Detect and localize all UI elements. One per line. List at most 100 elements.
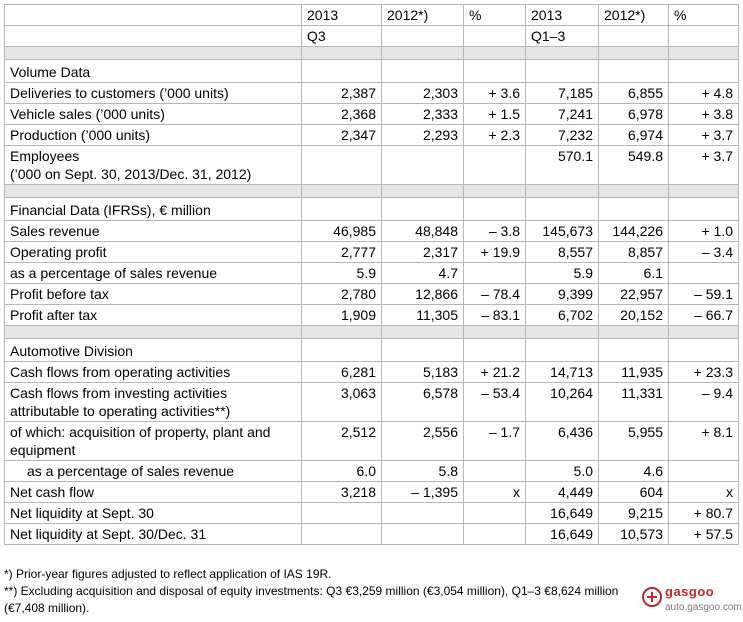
value-cell: 16,649 <box>525 523 599 545</box>
value-cell: 6,702 <box>525 304 599 326</box>
table-row: Sales revenue 46,985 48,848– 3.8 145,673 144… <box>4 220 739 242</box>
value-cell: 2,347 <box>301 124 382 146</box>
value-cell: – 83.1 <box>463 304 526 326</box>
separator-cell <box>525 184 599 198</box>
separator-row <box>4 184 739 198</box>
value-cell: 2,556 <box>381 421 464 461</box>
row-label: Sales revenue <box>4 220 302 242</box>
section-title: Automotive Division <box>4 338 302 362</box>
value-cell: 8,557 <box>525 241 599 263</box>
separator-cell <box>668 325 739 339</box>
separator-cell <box>463 46 526 60</box>
separator-row <box>4 325 739 339</box>
blank-cell <box>463 338 526 362</box>
separator-cell <box>463 184 526 198</box>
header-corner <box>4 4 302 26</box>
value-cell <box>301 502 382 524</box>
header-blank <box>381 25 464 47</box>
row-label: as a percentage of sales revenue <box>4 262 302 284</box>
value-cell: + 3.7 <box>668 124 739 146</box>
value-cell: + 19.9 <box>463 241 526 263</box>
header-row-years: 2013 2012*) % 2013 2012*) % <box>4 4 739 26</box>
row-label: Net cash flow <box>4 481 302 503</box>
value-cell: 2,303 <box>381 82 464 104</box>
blank-cell <box>301 338 382 362</box>
header-pct-q13: % <box>668 4 739 26</box>
value-cell: 5.9 <box>525 262 599 284</box>
row-label: Production (’000 units) <box>4 124 302 146</box>
blank-cell <box>525 338 599 362</box>
value-cell <box>463 262 526 284</box>
table-row: Operating profit 2,777 2,317 + 19.9 8,557 8,8… <box>4 241 739 263</box>
blank-cell <box>301 59 382 83</box>
separator-cell <box>301 325 382 339</box>
value-cell: 5.8 <box>381 460 464 482</box>
value-cell: 11,331 <box>598 382 669 422</box>
value-cell: 7,241 <box>525 103 599 125</box>
table-row: Cash flows from operating activities 6,28… <box>4 361 739 383</box>
header-corner-2 <box>4 25 302 47</box>
value-cell: 2,293 <box>381 124 464 146</box>
table-row: Net liquidity at Sept. 30 16,649 9,215 + 80… <box>4 502 739 524</box>
value-cell: 7,232 <box>525 124 599 146</box>
value-cell: 2,368 <box>301 103 382 125</box>
row-label: Cash flows from investing activities att… <box>4 382 302 422</box>
separator-cell <box>4 46 302 60</box>
row-label: Cash flows from operating activities <box>4 361 302 383</box>
value-cell: 3,063 <box>301 382 382 422</box>
table-row: Cash flows from investing activities att… <box>4 382 739 422</box>
blank-cell <box>463 59 526 83</box>
value-cell: 9,215 <box>598 502 669 524</box>
value-cell: 2,317 <box>381 241 464 263</box>
separator-cell <box>381 46 464 60</box>
value-cell: + 57.5 <box>668 523 739 545</box>
separator-cell <box>525 46 599 60</box>
value-cell: 46,985 <box>301 220 382 242</box>
separator-cell <box>4 184 302 198</box>
value-cell: 3,218 <box>301 481 382 503</box>
value-cell: 16,649 <box>525 502 599 524</box>
value-cell: 22,957 <box>598 283 669 305</box>
value-cell: 6,281 <box>301 361 382 383</box>
value-cell: 570.1 <box>525 145 599 185</box>
footnote-2: **) Excluding acquisition and disposal o… <box>4 584 619 615</box>
value-cell: 6,436 <box>525 421 599 461</box>
value-cell <box>668 460 739 482</box>
header-period-q3: Q3 <box>301 25 382 47</box>
value-cell: 604 <box>598 481 669 503</box>
separator-cell <box>668 184 739 198</box>
row-label: of which: acquisition of property, plant… <box>4 421 302 461</box>
table-row: as a percentage of sales revenue 6.0 5.8 5.… <box>4 460 739 482</box>
blank-cell <box>668 338 739 362</box>
value-cell: + 80.7 <box>668 502 739 524</box>
value-cell: 11,935 <box>598 361 669 383</box>
value-cell: 6.1 <box>598 262 669 284</box>
value-cell: + 23.3 <box>668 361 739 383</box>
row-label: Operating profit <box>4 241 302 263</box>
watermark-url: auto.gasgoo.com <box>665 602 742 613</box>
gasgoo-watermark: gasgoo auto.gasgoo.com <box>639 580 742 618</box>
blank-cell <box>598 59 669 83</box>
separator-row <box>4 46 739 60</box>
table-row: Employees (’000 on Sept. 30, 2013/Dec. 3… <box>4 145 739 185</box>
section-title-row: Automotive Division <box>4 338 739 362</box>
automotive-section: Automotive Division Cash flows from opera… <box>4 338 739 545</box>
value-cell: 4.6 <box>598 460 669 482</box>
value-cell: 5,183 <box>381 361 464 383</box>
blank-cell <box>598 197 669 221</box>
key-figures-table: 2013 2012*) % 2013 2012*) % Q3 Q1–3 Volu… <box>4 4 739 545</box>
value-cell: + 21.2 <box>463 361 526 383</box>
value-cell: 549.8 <box>598 145 669 185</box>
value-cell: + 3.6 <box>463 82 526 104</box>
footnote-1: *) Prior-year figures adjusted to reflec… <box>4 567 332 581</box>
value-cell: 144,226 <box>598 220 669 242</box>
header-period-q13: Q1–3 <box>525 25 599 47</box>
row-label: Profit before tax <box>4 283 302 305</box>
row-label: Vehicle sales (’000 units) <box>4 103 302 125</box>
value-cell: 48,848 <box>381 220 464 242</box>
row-label: Deliveries to customers (’000 units) <box>4 82 302 104</box>
value-cell: + 3.7 <box>668 145 739 185</box>
blank-cell <box>668 197 739 221</box>
value-cell: 11,305 <box>381 304 464 326</box>
value-cell: 4,449 <box>525 481 599 503</box>
